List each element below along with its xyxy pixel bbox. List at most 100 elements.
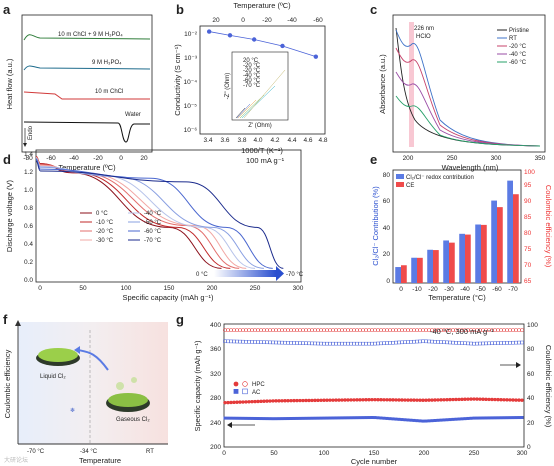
- ac-capacity-point: [490, 416, 494, 420]
- x-tick-d: 250: [250, 285, 261, 292]
- ac-ce-point: [508, 341, 512, 345]
- y-tick-d: 0.6: [24, 223, 33, 230]
- y-tick-d: 0.0: [24, 277, 33, 284]
- x-ticks-g: 0 50 100 150 200 250 300: [222, 450, 528, 457]
- hpc-ce-point: [274, 328, 278, 333]
- ac-ce-point: [442, 340, 446, 344]
- hpc-ce-point: [376, 328, 380, 333]
- x-tick-e: -20: [428, 286, 438, 293]
- y-tick-b: 10⁻⁵: [184, 103, 198, 110]
- hpc-capacity-point: [517, 398, 521, 402]
- ac-ce-point: [286, 341, 290, 345]
- ac-capacity-point: [319, 416, 323, 420]
- ac-ce-point: [316, 341, 320, 346]
- hpc-capacity-point: [265, 399, 269, 403]
- x-tick-e: 0: [399, 286, 403, 293]
- ac-capacity-point: [268, 417, 272, 421]
- hpc-capacity-point: [457, 397, 461, 402]
- hpc-ce-point: [439, 328, 443, 333]
- ac-ce-point: [352, 341, 356, 346]
- contribution-bar: [411, 257, 417, 283]
- y-ticks-g: 200 240 280 320 360 400: [210, 322, 221, 451]
- ac-ce-point: [385, 341, 389, 345]
- y-tick-d: 0.2: [24, 259, 33, 266]
- hpc-capacity-point: [238, 400, 242, 404]
- x-axis-label-d: Specific capacity (mAh g⁻¹): [122, 293, 214, 302]
- x-axis-label-a: Temperature (ºC): [58, 163, 116, 172]
- hpc-capacity-point: [487, 397, 491, 402]
- ac-capacity-point: [517, 416, 521, 420]
- ac-ce-point: [394, 340, 398, 345]
- hpc-capacity-point: [496, 397, 500, 402]
- top-x-axis-label-b: Temperature (ºC): [233, 1, 291, 10]
- hpc-ce-point: [400, 328, 404, 333]
- ac-capacity-point: [271, 417, 275, 421]
- hpc-capacity-point: [370, 397, 374, 402]
- inset-eis: 20 °C -20 °C -20 °C -40 °C -60 °C -70 °C…: [225, 51, 289, 129]
- ac-ce-point: [427, 339, 431, 344]
- ac-ce-point: [343, 341, 347, 346]
- ac-capacity-point: [292, 416, 296, 420]
- ac-ce-point: [349, 341, 353, 346]
- hpc-capacity-point: [367, 398, 371, 402]
- hpc-capacity-point: [403, 398, 407, 402]
- hpc-ce-point: [223, 328, 227, 333]
- legend-g: HPC AC: [233, 381, 265, 396]
- panel-g: g -40 °C, 300 mA g⁻¹ HPC AC 200 240 280 …: [176, 312, 553, 466]
- ce-bar: [433, 250, 439, 283]
- hpc-capacity-point: [280, 399, 284, 403]
- ac-capacity-point: [247, 416, 251, 420]
- hpc-ce-point: [520, 328, 524, 333]
- hpc-ce-point: [481, 328, 485, 333]
- contribution-bars: [395, 180, 519, 283]
- conductivity-point: [313, 54, 319, 59]
- inset-frame: [231, 51, 289, 121]
- hpc-capacity-point: [379, 398, 383, 402]
- hpc-capacity-point: [520, 398, 524, 402]
- y2-tick-g: 20: [527, 420, 535, 427]
- x-ticks-e: 0 -10 -20 -30 -40 -50 -60 -70: [399, 286, 518, 293]
- ac-ce-point: [421, 339, 425, 344]
- hpc-ce-point: [259, 328, 263, 333]
- panel-b: b Temperature (ºC) 20 0 -20 -40 -60 10⁻²…: [173, 1, 328, 155]
- hpc-capacity-point: [418, 398, 422, 402]
- liquid-cl2-graphic: [36, 348, 80, 366]
- ac-ce-point: [253, 340, 257, 344]
- hpc-capacity-point: [283, 399, 287, 403]
- inset-curves: [235, 69, 286, 119]
- y-tick-e: 0: [386, 278, 390, 285]
- ac-ce-point: [502, 341, 506, 345]
- y-tick-d: 1.0: [24, 187, 33, 194]
- hpc-ce-point: [310, 328, 314, 333]
- hpc-ce-point: [247, 328, 251, 333]
- panel-label-f: f: [3, 312, 8, 327]
- ac-capacity-point: [373, 416, 377, 420]
- plot-frame-a: [21, 14, 153, 153]
- hpc-ce-point: [502, 328, 506, 333]
- y2-tick-e: 65: [524, 278, 532, 285]
- x-ticks-d: 0 50 100 150 200 250 300: [38, 285, 304, 292]
- hpc-capacity-point: [391, 398, 395, 402]
- endo-label: Endo: [28, 125, 34, 140]
- hpc-ce-point: [427, 328, 431, 333]
- ac-ce-point: [229, 339, 233, 344]
- legend-marker-ac-open: [242, 388, 248, 395]
- ce-bar: [497, 207, 503, 283]
- y-axis-label-d: Discharge voltage (V): [5, 179, 14, 252]
- ac-ce-point: [496, 341, 500, 345]
- ac-capacity-point: [436, 418, 440, 422]
- hpc-ce-point: [292, 328, 296, 333]
- hpc-capacity-point: [328, 398, 332, 402]
- y-tick-d: 0.4: [24, 241, 33, 248]
- hpc-ce-point: [382, 328, 386, 333]
- contribution-bar: [459, 233, 465, 283]
- hpc-ce-point: [508, 328, 512, 333]
- x-tick-d: 300: [293, 285, 304, 292]
- ac-ce-point: [241, 339, 245, 344]
- hpc-ce-point: [307, 328, 311, 333]
- x-tick-a: -60: [46, 155, 56, 162]
- top-x-ticks-b: 20 0 -20 -40 -60: [212, 17, 323, 24]
- y-tick-e: 60: [383, 198, 391, 205]
- legend-item: -20 °C: [96, 229, 114, 235]
- ac-capacity-point: [301, 416, 305, 420]
